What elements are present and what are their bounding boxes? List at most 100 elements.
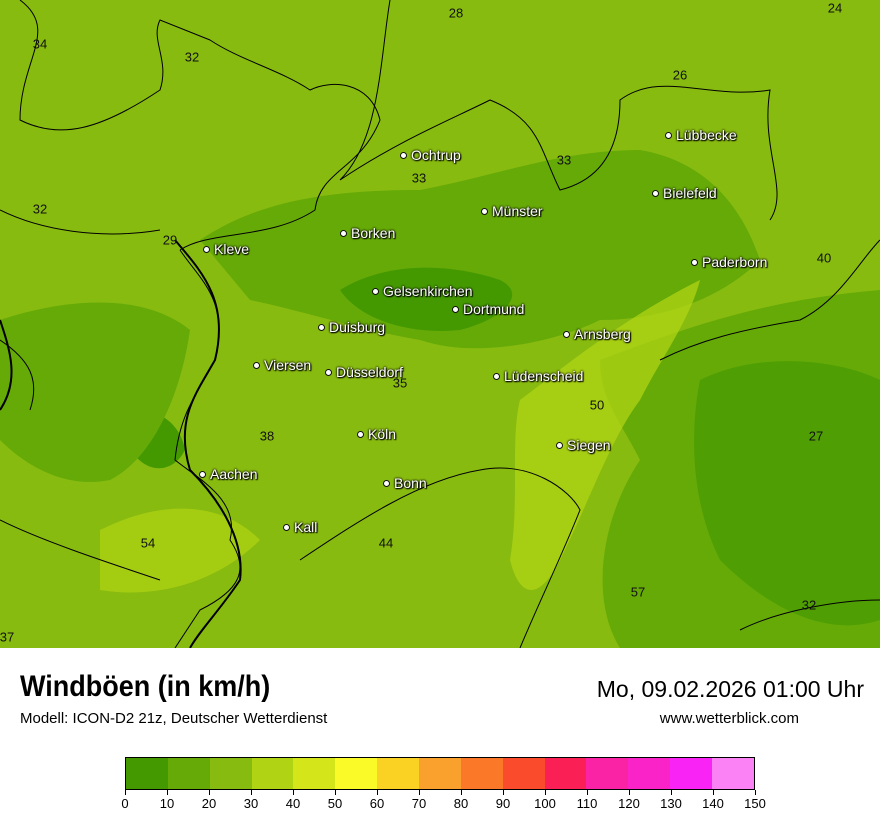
legend-swatch [460,758,503,789]
city-dot-icon [283,523,290,531]
legend-tick-label: 100 [534,796,556,811]
legend-tick-label: 20 [201,796,217,811]
city-dot-icon [318,323,325,331]
legend-swatch [126,758,168,789]
value-label: 35 [392,375,408,391]
city-marker: Arnsberg [563,326,631,342]
state-border [0,239,242,648]
map-title: Windböen (in km/h) [20,670,271,703]
legend-tick [461,790,462,795]
legend-tick-label: 70 [411,796,427,811]
legend-tick [251,790,252,795]
city-label: Viersen [264,357,312,373]
city-label: Lübbecke [676,127,737,143]
legend-tick-label: 50 [327,796,343,811]
field-0-10 [340,267,513,331]
value-label: 26 [672,67,688,83]
value-label: 33 [411,170,427,186]
value-label: 37 [0,629,15,645]
city-dot-icon [357,430,364,438]
value-label: 33 [556,152,572,168]
legend-tick [671,790,672,795]
city-label: Gelsenkirchen [383,283,473,299]
legend-swatch [377,758,420,789]
color-legend [125,757,755,790]
city-marker: Lübbecke [665,127,737,143]
legend-tick [629,790,630,795]
field-30-40 [510,280,700,590]
legend-swatch [419,758,461,789]
city-marker: Borken [340,225,395,241]
value-label: 32 [32,201,48,217]
legend-swatch [628,758,671,789]
city-marker: Ochtrup [400,147,461,163]
legend-tick [293,790,294,795]
city-dot-icon [691,258,698,266]
city-marker: Köln [357,426,396,442]
legend-swatch [670,758,713,789]
legend-tick-label: 30 [243,796,259,811]
value-label: 54 [140,535,156,551]
legend-tick [377,790,378,795]
city-marker: Lüdenscheid [493,368,583,384]
city-dot-icon [199,470,206,478]
city-label: Lüdenscheid [504,368,584,384]
legend-tick-label: 80 [453,796,469,811]
legend-tick [209,790,210,795]
legend-tick-label: 140 [702,796,724,811]
value-label: 29 [162,232,178,248]
city-marker: Münster [481,203,543,219]
value-label: 44 [378,535,394,551]
legend-swatch [502,758,545,789]
city-dot-icon [481,207,488,215]
city-dot-icon [383,479,390,487]
value-label: 50 [589,397,605,413]
city-dot-icon [652,189,659,197]
city-label: Düsseldorf [336,364,403,380]
website-link[interactable]: www.wetterblick.com [659,710,799,727]
legend-tick [125,790,126,795]
legend-swatch [251,758,294,789]
legend-tick [167,790,168,795]
legend-tick [755,790,756,795]
city-marker: Bielefeld [652,185,717,201]
city-marker: Viersen [253,357,311,373]
city-label: Kall [294,519,318,535]
legend-tick-label: 60 [369,796,385,811]
value-label: 57 [630,584,646,600]
legend-swatch [544,758,587,789]
legend-tick [503,790,504,795]
legend-swatch [712,758,754,789]
map-field [0,0,880,648]
value-label: 38 [259,428,275,444]
city-marker: Kall [283,519,317,535]
city-marker: Aachen [199,466,257,482]
city-dot-icon [452,305,459,313]
city-label: Bonn [394,475,427,491]
legend-ticks: 0 10 20 30 40 50 60 70 80 90 100 110 120 130 140 150 [121,790,766,820]
city-label: Paderborn [702,254,768,270]
wind-gust-map: 28 24 34 32 26 33 33 32 29 40 35 50 38 2… [0,0,880,648]
city-marker: Paderborn [691,254,767,270]
legend-swatch [293,758,336,789]
value-label: 28 [448,5,464,21]
legend-tick-label: 120 [618,796,640,811]
legend-tick [545,790,546,795]
city-label: Münster [492,203,543,219]
value-label: 24 [827,0,843,16]
city-dot-icon [253,361,260,369]
city-label: Kleve [214,241,250,257]
city-marker: Siegen [556,437,611,453]
model-source: Modell: ICON-D2 21z, Deutscher Wetterdie… [20,710,328,727]
value-label: 34 [32,36,48,52]
field-10-20 [200,150,760,349]
legend-tick-label: 130 [660,796,682,811]
city-marker: Gelsenkirchen [372,283,473,299]
legend-tick [713,790,714,795]
city-marker: Duisburg [318,319,385,335]
city-marker: Düsseldorf [325,364,403,380]
city-marker: Dortmund [452,301,524,317]
city-marker: Kleve [203,241,249,257]
city-label: Ochtrup [411,147,461,163]
value-label: 32 [801,597,817,613]
